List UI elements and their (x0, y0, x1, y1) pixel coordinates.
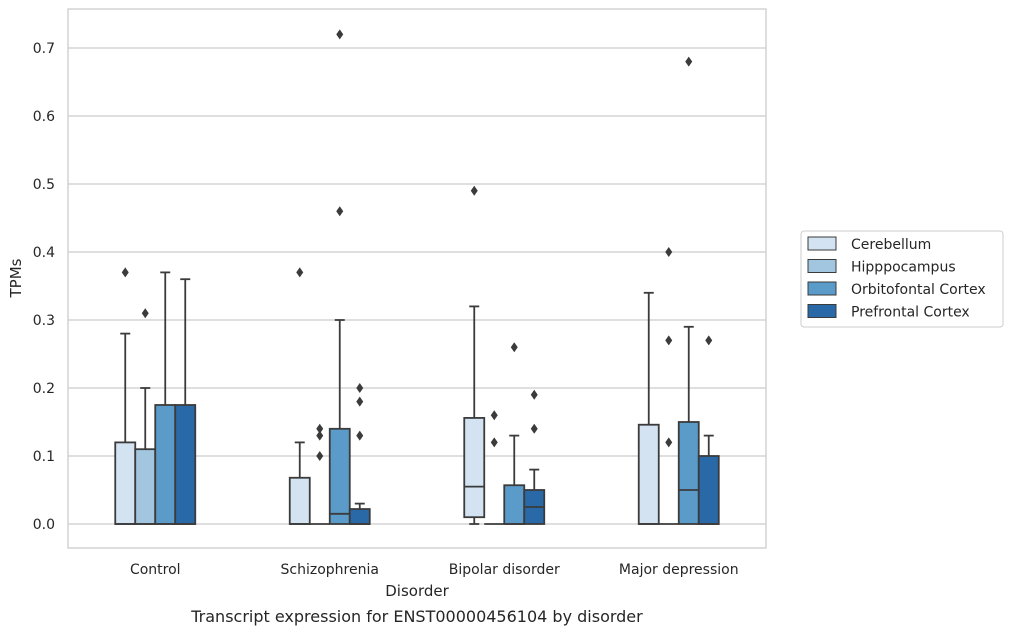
outlier-point (530, 423, 538, 434)
box-prefrontal-cortex (523, 389, 546, 525)
y-tick-label: 0.1 (33, 449, 55, 465)
y-tick-label: 0.7 (33, 41, 55, 57)
legend: Cerebellum Hipppocampus Orbitofontal Corte… (800, 230, 1004, 328)
box-body (677, 421, 700, 525)
legend-swatch (807, 304, 837, 318)
legend-swatch (807, 281, 837, 296)
outlier-point (336, 206, 344, 217)
box-hipppocampus (484, 410, 505, 525)
outlier-point (356, 430, 364, 441)
box-orbitofontal-cortex (677, 56, 700, 525)
y-axis-label: TPMs (7, 258, 25, 298)
box-body (134, 448, 157, 525)
box-body (114, 441, 137, 525)
outlier-point (316, 430, 324, 441)
box-cerebellum (114, 267, 137, 525)
boxes-layer (114, 29, 720, 525)
outlier-point (665, 437, 673, 448)
legend-label: Prefrontal Cortex (851, 305, 970, 321)
plot-frame (67, 8, 767, 549)
outlier-point (685, 56, 693, 67)
chart-caption: Transcript expression for ENST0000045610… (190, 607, 643, 626)
box-body (637, 423, 660, 525)
outlier-point (470, 185, 478, 196)
outlier-point (316, 451, 324, 461)
outlier-point (121, 267, 129, 278)
y-tick-labels: 0.0 0.1 0.2 0.3 0.4 0.5 0.6 0.7 (33, 41, 55, 533)
y-tick-label: 0.5 (33, 177, 55, 193)
box-cerebellum (288, 267, 311, 525)
box-cerebellum (637, 291, 660, 525)
x-axis-label: Disorder (385, 582, 449, 600)
outlier-point (296, 267, 304, 278)
outlier-point (141, 308, 149, 319)
outlier-point (530, 389, 538, 400)
outlier-point (316, 423, 324, 434)
y-tick-label: 0.3 (33, 313, 55, 329)
outlier-point (490, 437, 498, 448)
legend-label: Hipppocampus (851, 260, 956, 276)
outlier-point (510, 342, 518, 353)
legend-frame (800, 230, 1004, 328)
y-tick-label: 0.4 (33, 245, 55, 261)
outlier-point (665, 335, 673, 346)
outlier-point (490, 410, 498, 421)
x-tick-label: Schizophrenia (281, 562, 379, 578)
box-body (463, 417, 486, 519)
box-body (288, 476, 311, 525)
box-prefrontal-cortex (174, 278, 197, 525)
box-cerebellum (463, 185, 486, 525)
legend-label: Cerebellum (851, 237, 931, 253)
box-body (503, 484, 526, 525)
y-tick-label: 0.2 (33, 381, 55, 397)
box-body (348, 508, 371, 525)
x-tick-label: Major depression (619, 562, 739, 578)
outlier-point (336, 29, 344, 40)
box-hipppocampus (309, 423, 330, 525)
box-prefrontal-cortex (348, 383, 371, 525)
box-prefrontal-cortex (697, 335, 720, 525)
outlier-point (356, 396, 364, 407)
x-tick-label: Bipolar disorder (449, 562, 560, 578)
legend-label: Orbitofontal Cortex (851, 282, 986, 298)
box-body (154, 404, 177, 525)
box-orbitofontal-cortex (328, 29, 351, 525)
outlier-point (705, 335, 713, 346)
y-tick-label: 0.6 (33, 109, 55, 125)
x-tick-labels: Control Schizophrenia Bipolar disorder Majo… (130, 562, 739, 578)
legend-swatch (807, 236, 837, 251)
x-tick-label: Control (130, 562, 181, 578)
y-tick-label: 0.0 (33, 517, 55, 533)
outlier-point (665, 247, 673, 257)
box-hipppocampus (658, 247, 679, 525)
outlier-point (356, 383, 364, 393)
legend-swatch (807, 259, 837, 273)
box-body (697, 455, 720, 525)
box-body (328, 427, 351, 525)
box-body (174, 404, 197, 525)
